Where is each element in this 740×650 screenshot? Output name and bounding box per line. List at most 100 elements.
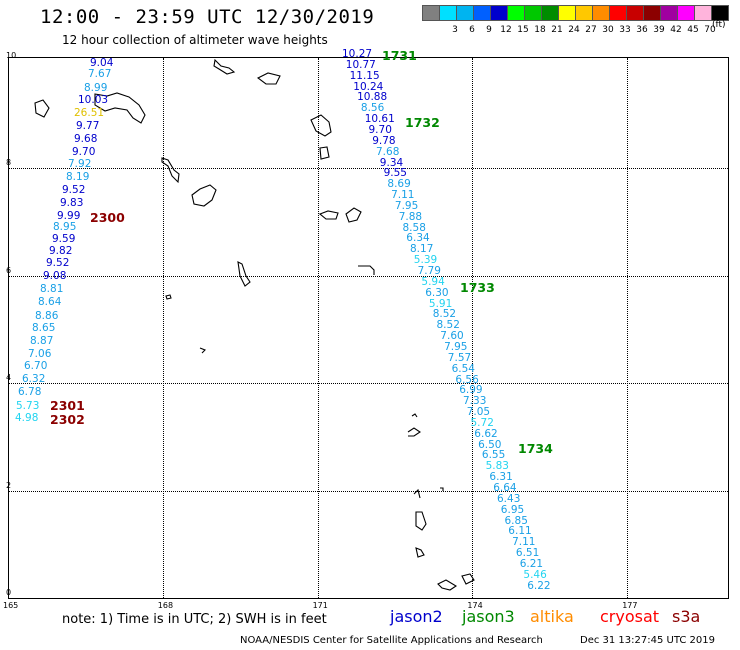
- latitude-label: 0: [6, 588, 12, 597]
- scale-label: 12: [500, 25, 512, 35]
- island-outline: [407, 427, 421, 437]
- wave-height-value: 6.78: [18, 386, 42, 398]
- island-outline: [94, 92, 146, 124]
- map-border: [8, 57, 729, 599]
- wave-height-value: 9.70: [72, 146, 96, 158]
- wave-height-value: 7.68: [376, 145, 400, 158]
- scale-label: 9: [486, 25, 492, 35]
- scale-label: 42: [670, 25, 682, 35]
- wave-height-value: 6.21: [519, 558, 544, 570]
- pass-time-label: 2301: [50, 398, 85, 413]
- scale-label: 15: [517, 25, 529, 35]
- wave-height-value: 9.34: [379, 156, 404, 169]
- wave-height-value: 10.61: [364, 113, 395, 126]
- wave-height-value: 6.43: [497, 492, 521, 505]
- wave-height-value: 8.86: [35, 310, 59, 322]
- wave-height-value: 6.34: [406, 232, 430, 245]
- longitude-gridline: [472, 58, 474, 598]
- pass-time-label: 1734: [518, 441, 553, 456]
- wave-height-value: 7.11: [512, 536, 536, 549]
- island-outline: [310, 114, 332, 137]
- pass-time-label: 1731: [382, 48, 417, 63]
- wave-height-value: 7.67: [88, 68, 112, 80]
- wave-height-value: 8.95: [53, 221, 77, 233]
- wave-height-value: 9.08: [43, 270, 67, 282]
- wave-height-value: 6.95: [500, 503, 525, 516]
- island-outline: [213, 58, 236, 75]
- wave-height-value: 6.62: [474, 427, 498, 440]
- wave-height-value: 6.70: [24, 360, 48, 372]
- scale-label: 3: [452, 25, 458, 35]
- wave-height-value: 9.99: [57, 210, 81, 222]
- wave-height-value: 9.82: [49, 245, 73, 257]
- wave-height-value: 9.52: [62, 184, 86, 196]
- island-outline: [358, 265, 375, 275]
- page-subtitle: 12 hour collection of altimeter wave hei…: [62, 33, 328, 47]
- wave-height-value: 7.88: [398, 210, 423, 223]
- latitude-label: 2: [6, 480, 12, 490]
- longitude-label: 177: [622, 601, 638, 610]
- longitude-gridline: [317, 58, 319, 598]
- wave-height-value: 6.32: [22, 373, 46, 385]
- wave-height-value: 5.73: [16, 400, 40, 412]
- wave-height-value: 10.77: [345, 58, 376, 71]
- island-outline: [161, 157, 180, 184]
- legend-entry: cryosat: [600, 607, 660, 626]
- wave-height-value: 9.55: [383, 167, 407, 180]
- generation-timestamp: Dec 31 13:27:45 UTC 2019: [580, 635, 715, 646]
- latitude-gridline: [8, 490, 728, 492]
- wave-height-value: 6.22: [527, 579, 551, 592]
- latitude-label: 10: [6, 51, 17, 60]
- wave-height-value: 8.17: [410, 243, 434, 256]
- island-outline: [411, 413, 418, 418]
- scale-label: 36: [636, 25, 648, 35]
- wave-height-value: 5.91: [428, 297, 453, 310]
- wave-height-value: 9.68: [74, 133, 98, 145]
- scale-label: 27: [585, 25, 597, 35]
- island-outline: [34, 99, 50, 118]
- wave-height-value: 5.83: [485, 460, 509, 473]
- wave-height-value: 7.79: [417, 265, 441, 277]
- pass-time-label: 2302: [50, 412, 85, 427]
- wave-height-value: 6.54: [451, 362, 475, 375]
- wave-height-value: 8.58: [402, 221, 426, 234]
- wave-height-value: 6.85: [504, 514, 528, 527]
- island-outline: [199, 347, 206, 354]
- scale-label: 33: [619, 25, 631, 35]
- scale-label: 30: [602, 25, 614, 35]
- wave-height-value: 9.04: [90, 57, 114, 69]
- scale-label: 39: [653, 25, 665, 35]
- wave-height-value: 6.99: [459, 384, 483, 397]
- wave-height-value: 5.94: [421, 275, 445, 288]
- longitude-label: 165: [3, 601, 19, 610]
- wave-height-value: 7.95: [394, 199, 419, 212]
- scale-swatch: [711, 5, 729, 21]
- longitude-gridline: [627, 58, 629, 598]
- wave-height-value: 7.33: [463, 395, 487, 408]
- island-outline: [319, 146, 330, 160]
- longitude-label: 168: [157, 601, 174, 610]
- island-outline: [461, 573, 475, 585]
- scale-unit: (ft): [712, 20, 726, 30]
- wave-height-value: 8.52: [432, 308, 457, 321]
- wave-height-value: 6.30: [425, 286, 449, 299]
- latitude-label: 8: [6, 158, 12, 168]
- wave-height-value: 8.65: [32, 322, 56, 334]
- pass-time-label: 1733: [460, 280, 495, 295]
- wave-height-value: 7.60: [440, 330, 464, 343]
- island-outline: [318, 210, 339, 220]
- wave-height-value: 8.81: [40, 283, 64, 295]
- scale-label: 21: [551, 25, 563, 35]
- wave-height-value: 10.24: [353, 80, 384, 93]
- wave-height-value: 7.11: [391, 189, 415, 201]
- island-outline: [191, 184, 217, 207]
- legend-entry: altika: [530, 607, 574, 626]
- wave-height-value: 8.56: [360, 102, 385, 115]
- wave-height-value: 8.19: [66, 171, 90, 183]
- wave-height-value: 26.51: [74, 107, 105, 119]
- latitude-label: 6: [6, 265, 12, 275]
- latitude-label: 4: [6, 373, 12, 383]
- wave-height-value: 10.27: [342, 48, 373, 60]
- wave-height-value: 7.06: [28, 348, 52, 360]
